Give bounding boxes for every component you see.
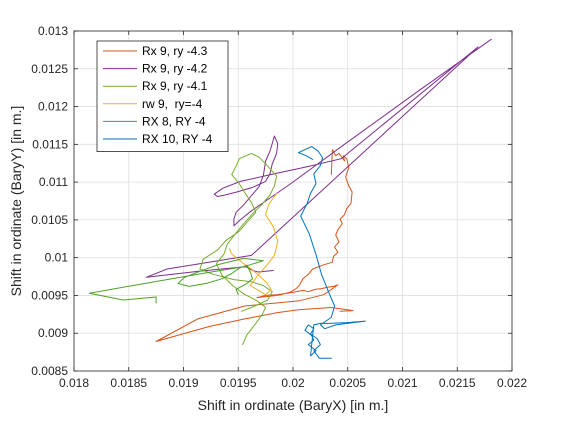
y-tick-label: 0.0095 — [31, 288, 68, 302]
x-tick-label: 0.021 — [387, 376, 417, 390]
series-line-1 — [155, 149, 354, 342]
legend: Rx 9, ry -4.3 Rx 9, ry -4.2 Rx 9, ry -4.1 r… — [96, 40, 229, 152]
y-tick-label: 0.0105 — [31, 213, 68, 227]
y-tick-label: 0.009 — [38, 326, 68, 340]
x-tick-label: 0.0185 — [110, 376, 147, 390]
legend-label: Rx 9, ry -4.1 — [142, 79, 208, 93]
y-tick-label: 0.0115 — [32, 137, 68, 151]
x-tick-label: 0.0195 — [220, 376, 257, 390]
series-line-5 — [88, 257, 264, 304]
series-line-3 — [199, 152, 278, 346]
y-tick-label: 0.012 — [38, 100, 68, 114]
x-tick-label: 0.018 — [59, 376, 89, 390]
series-line-6 — [298, 146, 366, 359]
x-tick-label: 0.022 — [497, 376, 527, 390]
y-tick-label: 0.0125 — [31, 62, 68, 76]
legend-label: RX 8, RY -4 — [142, 114, 206, 128]
x-tick-label: 0.02 — [281, 376, 305, 390]
y-tick-label: 0.013 — [38, 24, 68, 38]
axis-ticks: 0.018 0.0185 0.019 0.0195 0.02 0.0205 0.021 0.0… — [31, 24, 527, 390]
legend-label: Rx 9, ry -4.2 — [142, 62, 208, 76]
y-tick-label: 0.0085 — [31, 364, 68, 378]
x-tick-label: 0.019 — [168, 376, 198, 390]
series-line-4 — [229, 192, 279, 296]
y-axis-label: Shift in ordinate (BaryY) [in m.] — [8, 106, 24, 297]
series-lines — [88, 38, 492, 359]
legend-label: Rx 9, ry -4.3 — [142, 44, 208, 58]
legend-box — [96, 40, 229, 152]
legend-label: rw 9, ry=-4 — [142, 97, 203, 111]
x-tick-label: 0.0205 — [329, 376, 366, 390]
y-tick-label: 0.011 — [39, 175, 68, 189]
x-axis-label: Shift in ordinate (BaryX) [in m.] — [198, 397, 389, 413]
x-tick-label: 0.0215 — [439, 376, 476, 390]
legend-label: RX 10, RY -4 — [142, 132, 213, 146]
y-tick-label: 0.01 — [45, 251, 69, 265]
series-line-2 — [145, 38, 492, 278]
